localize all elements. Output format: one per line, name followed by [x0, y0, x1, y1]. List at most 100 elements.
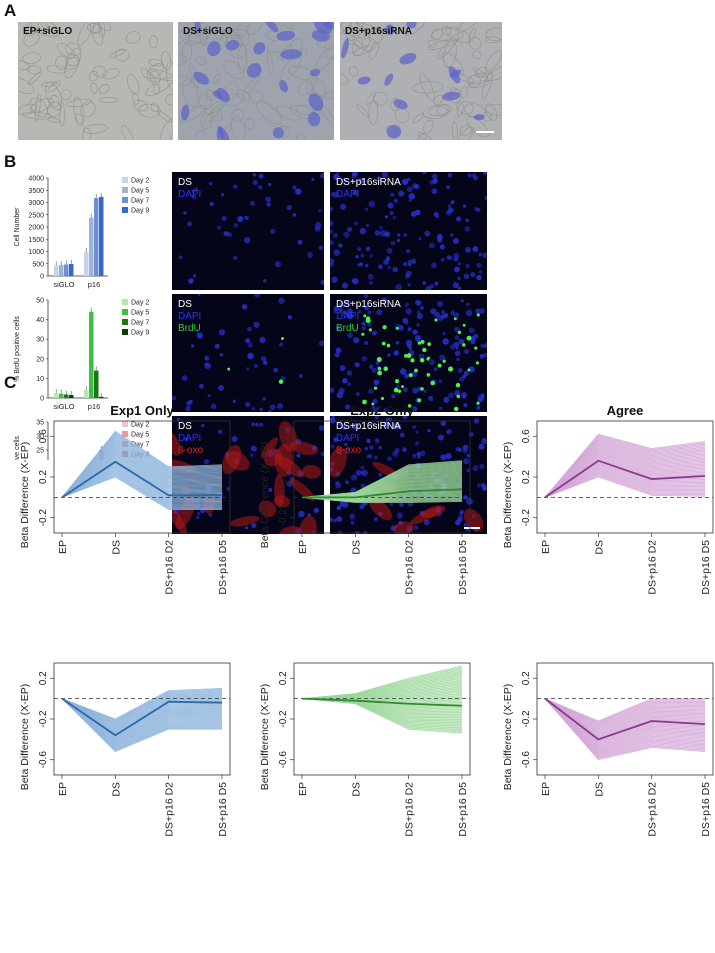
legend-swatch	[122, 441, 128, 447]
dapi-nucleus	[342, 310, 347, 315]
dapi-nucleus	[478, 270, 483, 274]
site-trace	[544, 448, 706, 498]
brdu-nucleus	[457, 330, 462, 335]
brdu-nucleus	[361, 332, 365, 336]
dapi-nucleus	[292, 213, 297, 217]
stained-cell	[311, 29, 331, 42]
brdu-nucleus	[414, 368, 418, 373]
dapi-nucleus	[267, 182, 272, 187]
site-trace	[544, 474, 706, 498]
bar	[94, 370, 99, 398]
dapi-nucleus	[246, 367, 250, 371]
dapi-nucleus	[209, 202, 214, 206]
image-title: DS	[178, 299, 192, 310]
dapi-nucleus	[209, 182, 213, 186]
cell-outline	[60, 89, 72, 100]
brdu-nucleus	[476, 313, 480, 317]
x-tick-label: DS	[350, 782, 362, 797]
dapi-nucleus	[333, 249, 340, 257]
dapi-nucleus	[381, 297, 387, 303]
dapi-nucleus	[274, 261, 281, 268]
dapi-nucleus	[404, 373, 410, 379]
dapi-nucleus	[250, 453, 254, 457]
cell-outline	[149, 35, 158, 49]
dapi-nucleus	[333, 518, 337, 523]
site-trace	[544, 698, 706, 730]
brdu-nucleus	[430, 380, 435, 386]
cell-outline	[468, 74, 481, 88]
stained-cell	[386, 124, 402, 139]
image-title: DS	[178, 421, 192, 432]
site-trace	[544, 464, 706, 498]
oxo-cell	[302, 464, 321, 479]
stained-cell	[357, 76, 371, 85]
dapi-nucleus	[177, 417, 181, 421]
y-tick-label: 20	[36, 356, 44, 363]
stained-cell	[473, 114, 485, 121]
dapi-nucleus	[479, 308, 486, 314]
dapi-nucleus	[210, 403, 217, 410]
dapi-nucleus	[410, 211, 417, 218]
site-trace	[61, 447, 223, 498]
dapi-nucleus	[330, 417, 336, 424]
variation-band	[62, 688, 222, 752]
dapi-nucleus	[219, 353, 224, 357]
micrograph-label: DS+p16siRNA	[345, 26, 412, 37]
y-tick-label: 0.6	[278, 429, 289, 443]
cell-outline	[219, 34, 228, 47]
dapi-nucleus	[265, 196, 272, 203]
dapi-nucleus	[375, 361, 379, 365]
dapi-nucleus	[361, 326, 366, 331]
site-trace	[544, 698, 706, 737]
cell-outline	[244, 118, 255, 130]
site-trace	[544, 466, 706, 498]
dapi-nucleus	[466, 498, 473, 505]
cell-texture	[340, 22, 502, 140]
cell-outline	[148, 58, 163, 67]
dapi-nucleus	[479, 463, 485, 470]
dapi-nucleus	[259, 407, 263, 412]
dapi-nucleus	[184, 437, 189, 442]
dapi-nucleus	[361, 356, 368, 362]
dapi-nucleus	[367, 322, 372, 327]
site-trace	[61, 475, 223, 509]
dapi-nucleus	[478, 252, 483, 257]
dapi-nucleus	[389, 211, 394, 216]
dapi-nucleus	[369, 445, 374, 450]
site-trace	[61, 443, 223, 498]
dapi-nucleus	[443, 313, 449, 319]
dapi-nucleus	[331, 276, 338, 283]
brdu-nucleus	[426, 373, 431, 377]
brdu-nucleus	[363, 314, 367, 318]
dapi-nucleus	[422, 281, 426, 285]
oxo-cell	[258, 500, 277, 518]
dapi-nucleus	[201, 424, 205, 428]
stained-cell	[216, 127, 225, 140]
brdu-nucleus	[474, 346, 478, 350]
brdu-nucleus	[280, 337, 284, 341]
site-trace	[61, 448, 223, 498]
methylation-plot-top-0: Exp1 Only -0.2 0.2 0.6 Beta Difference (X-EP…	[19, 403, 231, 595]
y-tick-label: 30	[36, 337, 44, 344]
stained-cell	[194, 22, 201, 34]
dapi-nucleus	[375, 416, 379, 420]
oxo-cell	[261, 437, 278, 458]
cell-outline	[451, 121, 459, 140]
cell-outline	[365, 92, 376, 105]
cell-outline	[368, 42, 380, 60]
cell-outline	[484, 104, 502, 117]
cell-outline	[352, 30, 371, 56]
dapi-nucleus	[343, 231, 350, 238]
dapi-nucleus	[360, 470, 365, 475]
cell-outline	[214, 22, 230, 31]
dapi-nucleus	[335, 347, 342, 354]
y-tick-label: 0.2	[38, 470, 49, 484]
dapi-nucleus	[299, 374, 303, 378]
y-tick-label: -0.2	[278, 509, 289, 527]
dapi-nucleus	[393, 423, 400, 429]
dapi-nucleus	[336, 505, 342, 511]
oxo-cell	[274, 444, 293, 477]
stained-cell	[307, 111, 321, 127]
dapi-nucleus	[370, 421, 374, 425]
dapi-nucleus	[443, 396, 450, 403]
